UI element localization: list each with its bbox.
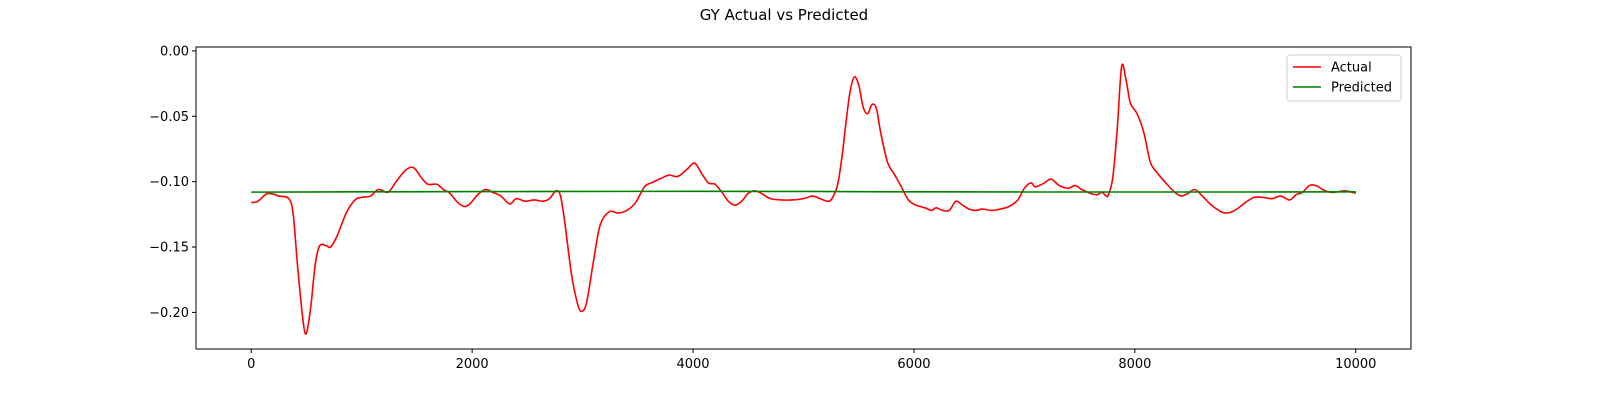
series-layer xyxy=(251,63,1357,335)
x-tick-label: 8000 xyxy=(1118,357,1151,372)
y-tick-label: −0.15 xyxy=(149,241,189,256)
y-tick-label: 0.00 xyxy=(160,44,189,59)
x-axis: 0 2000 4000 6000 8000 10000 xyxy=(247,349,1376,372)
x-tick-label: 0 xyxy=(247,357,255,372)
legend: Actual Predicted xyxy=(1286,54,1402,102)
y-axis: 0.00 −0.05 −0.10 −0.15 −0.20 xyxy=(149,44,196,321)
plot-area: 0 2000 4000 6000 8000 10000 0.00 −0.05 −0.10 −0.… xyxy=(149,44,1412,372)
x-tick-label: 2000 xyxy=(456,357,489,372)
series-line-actual xyxy=(251,63,1357,335)
legend-label-actual: Actual xyxy=(1331,61,1372,76)
series-line-predicted xyxy=(251,190,1356,193)
y-tick-label: −0.05 xyxy=(149,110,189,125)
axes-frame xyxy=(195,46,1412,350)
y-tick-label: −0.20 xyxy=(149,306,189,321)
chart-title: GY Actual vs Predicted xyxy=(700,6,868,24)
x-tick-label: 4000 xyxy=(676,357,709,372)
x-tick-label: 6000 xyxy=(897,357,930,372)
x-tick-label: 10000 xyxy=(1335,357,1376,372)
y-tick-label: −0.10 xyxy=(149,175,189,190)
legend-label-predicted: Predicted xyxy=(1331,81,1392,96)
